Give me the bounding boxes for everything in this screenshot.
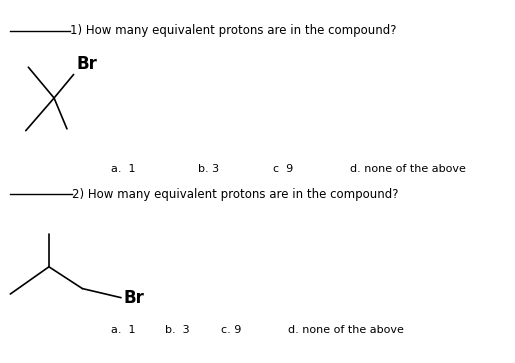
Text: b.  3: b. 3 (165, 325, 190, 335)
Text: 2) How many equivalent protons are in the compound?: 2) How many equivalent protons are in th… (72, 188, 399, 201)
Text: 1) How many equivalent protons are in the compound?: 1) How many equivalent protons are in th… (70, 24, 396, 37)
Text: Br: Br (76, 55, 97, 73)
Text: a.  1: a. 1 (111, 325, 135, 335)
Text: c. 9: c. 9 (221, 325, 242, 335)
Text: Br: Br (124, 289, 145, 307)
Text: d. none of the above: d. none of the above (350, 164, 466, 174)
Text: c  9: c 9 (273, 164, 293, 174)
Text: d. none of the above: d. none of the above (288, 325, 404, 335)
Text: a.  1: a. 1 (111, 164, 135, 174)
Text: b. 3: b. 3 (198, 164, 219, 174)
